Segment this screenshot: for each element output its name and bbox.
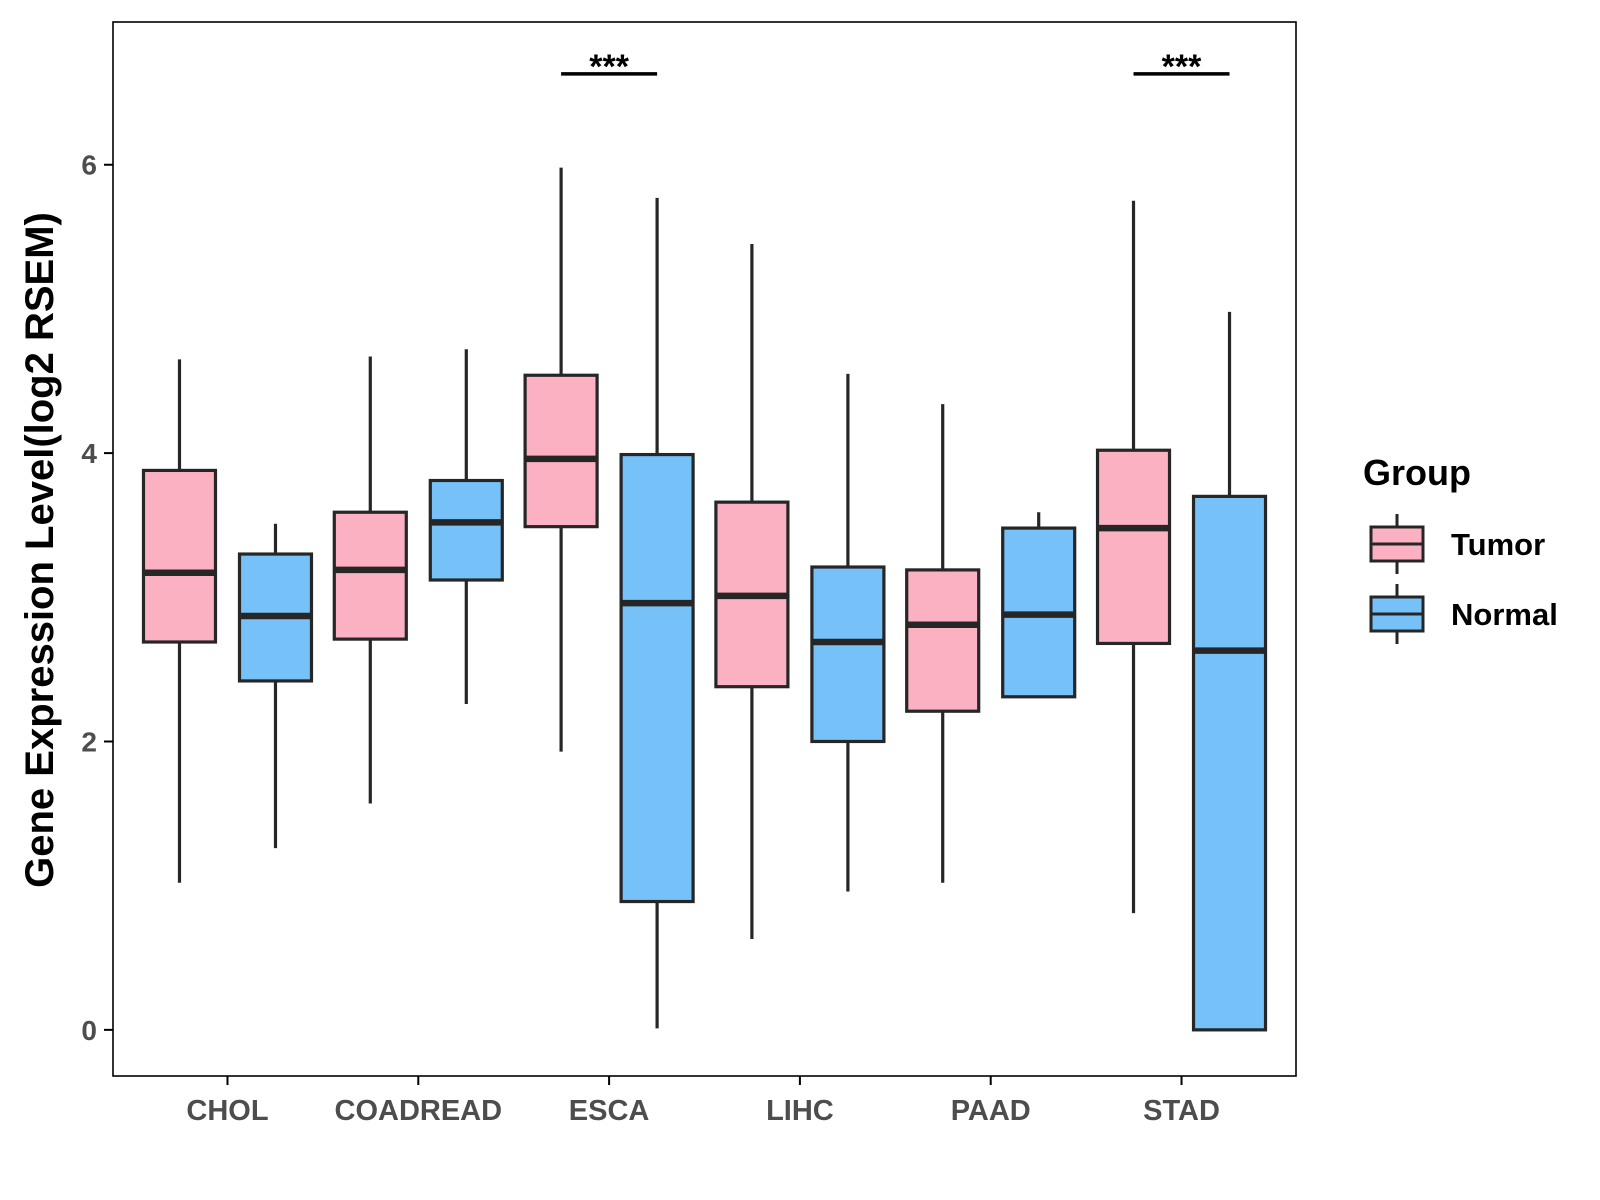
legend-title: Group <box>1363 452 1471 493</box>
legend-key-normal: Normal <box>1369 584 1558 644</box>
significance-label-esca: *** <box>589 48 629 86</box>
box-coadread-tumor <box>332 356 408 804</box>
box-esca-normal <box>619 197 695 1029</box>
legend-items: Tumor Normal <box>1369 514 1558 644</box>
x-tick-label: STAD <box>1143 1095 1220 1127</box>
x-tick-label: ESCA <box>569 1095 650 1127</box>
box-chol-normal <box>237 523 314 849</box>
box-lihc-normal <box>810 373 886 892</box>
box-lihc-tumor <box>714 244 790 940</box>
box-chol-tumor <box>141 359 218 883</box>
box-iqr <box>905 568 981 713</box>
box-iqr <box>523 373 599 529</box>
box-iqr <box>428 478 504 582</box>
box-coadread-normal <box>428 349 504 704</box>
box-paad-normal <box>1001 512 1077 699</box>
x-tick-label: CHOL <box>186 1095 268 1127</box>
x-tick-label: PAAD <box>951 1095 1031 1127</box>
y-tick-label: 6 <box>81 150 97 181</box>
y-tick-label: 0 <box>81 1015 97 1046</box>
box-esca-tumor <box>523 167 599 752</box>
y-axis-title: Gene Expression Level(log2 RSEM) <box>18 212 62 888</box>
box-iqr <box>1191 494 1268 1032</box>
x-tick-label: LIHC <box>766 1095 834 1127</box>
box-stad-tumor <box>1095 200 1172 914</box>
significance-label-stad: *** <box>1162 48 1202 86</box>
box-iqr <box>619 452 695 904</box>
y-tick-label: 2 <box>81 726 97 757</box>
legend-label-tumor: Tumor <box>1451 527 1545 562</box>
box-paad-tumor <box>905 404 981 883</box>
legend-label-normal: Normal <box>1451 597 1558 632</box>
legend-key-tumor: Tumor <box>1369 514 1545 574</box>
box-iqr <box>141 468 218 644</box>
significance-layer: *** *** <box>561 48 1230 86</box>
legend: Group Tumor Normal <box>1363 452 1558 644</box>
axes-layer: 0 2 4 6 CHOL COADREAD ESCA LIHC PAAD STAD <box>81 150 1219 1127</box>
boxes-layer <box>141 167 1268 1032</box>
box-iqr <box>332 510 408 641</box>
box-iqr <box>810 565 886 744</box>
y-tick-label: 4 <box>81 438 97 469</box>
box-iqr <box>1095 448 1172 646</box>
box-stad-normal <box>1191 311 1268 1032</box>
x-tick-label: COADREAD <box>335 1095 503 1127</box>
